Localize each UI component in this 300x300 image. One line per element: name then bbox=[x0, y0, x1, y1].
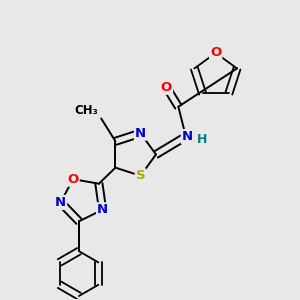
Text: O: O bbox=[161, 81, 172, 94]
Text: H: H bbox=[197, 133, 207, 146]
Text: S: S bbox=[136, 169, 145, 182]
Text: O: O bbox=[67, 173, 79, 186]
Text: CH₃: CH₃ bbox=[74, 104, 98, 117]
Text: N: N bbox=[97, 203, 108, 216]
Text: N: N bbox=[135, 127, 146, 140]
Text: N: N bbox=[55, 196, 66, 209]
Text: O: O bbox=[210, 46, 221, 59]
Text: N: N bbox=[182, 130, 193, 143]
